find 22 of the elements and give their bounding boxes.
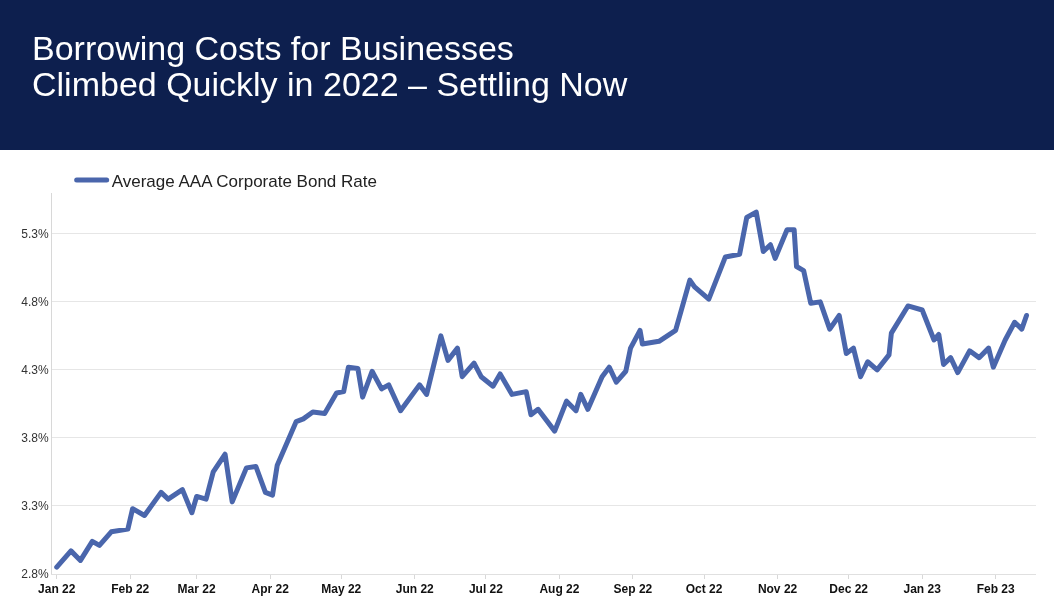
x-tick-label: May 22: [321, 582, 362, 597]
legend-label: Average AAA Corporate Bond Rate: [111, 171, 377, 191]
x-tick-label: Jan 23: [903, 582, 942, 597]
x-tick-label: Dec 22: [829, 582, 869, 597]
y-tick-label: 5.3%: [21, 227, 49, 242]
x-tick-label: Jul 22: [468, 582, 504, 597]
x-tick-label: Nov 22: [757, 582, 798, 597]
y-tick-label: 3.3%: [21, 499, 49, 514]
x-tick-label: Apr 22: [251, 582, 290, 597]
y-tick-label: 4.8%: [21, 295, 49, 310]
x-tick-label: Feb 22: [111, 582, 150, 597]
x-tick-label: Jan 22: [38, 582, 76, 597]
y-tick-label: 3.8%: [21, 431, 49, 446]
x-tick-label: Feb 23: [976, 582, 1016, 597]
x-tick-label: Aug 22: [539, 582, 580, 597]
y-tick-label: 2.8%: [21, 567, 49, 582]
x-tick-label: Oct 22: [685, 582, 723, 597]
x-tick-label: Sep 22: [613, 582, 653, 597]
chart-title: Borrowing Costs for Businesses Climbed Quickly in 2022 – Settling Now: [32, 29, 629, 103]
x-tick-label: Mar 22: [177, 582, 216, 597]
x-tick-label: Jun 22: [395, 582, 435, 597]
y-tick-label: 4.3%: [21, 363, 49, 378]
